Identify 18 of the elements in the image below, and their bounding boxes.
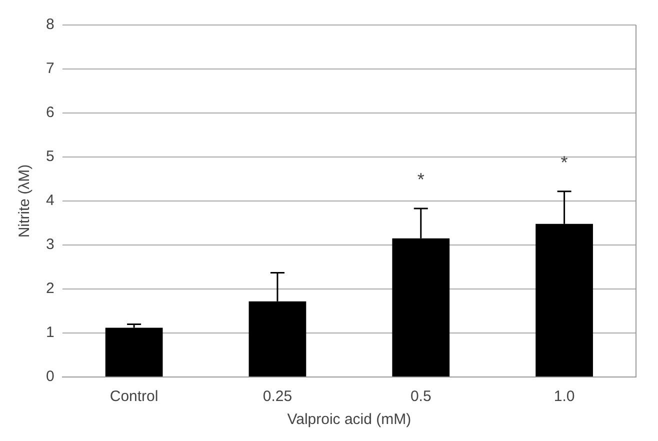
y-tick-label: 1 xyxy=(46,324,54,342)
annotation: * xyxy=(560,152,568,172)
x-axis-title: Valproic acid (mM) xyxy=(287,411,412,428)
y-tick-label: 4 xyxy=(46,192,54,210)
y-axis-title: Nitrite (λM) xyxy=(16,164,34,238)
x-tick-label: 0.25 xyxy=(262,388,292,406)
x-tick-label: Control xyxy=(110,388,158,406)
y-tick-label: 3 xyxy=(46,236,54,254)
y-tick-label: 7 xyxy=(46,60,54,78)
y-tick-label: 5 xyxy=(46,148,54,166)
y-tick-label: 8 xyxy=(46,16,54,34)
x-tick-label: 0.5 xyxy=(410,388,432,406)
y-tick-label: 2 xyxy=(46,280,54,298)
annotation: * xyxy=(417,169,424,190)
x-tick-label: 1.0 xyxy=(554,388,575,406)
y-tick-label: 6 xyxy=(46,104,54,122)
bar xyxy=(105,328,163,376)
y-tick-label: 0 xyxy=(46,368,54,386)
